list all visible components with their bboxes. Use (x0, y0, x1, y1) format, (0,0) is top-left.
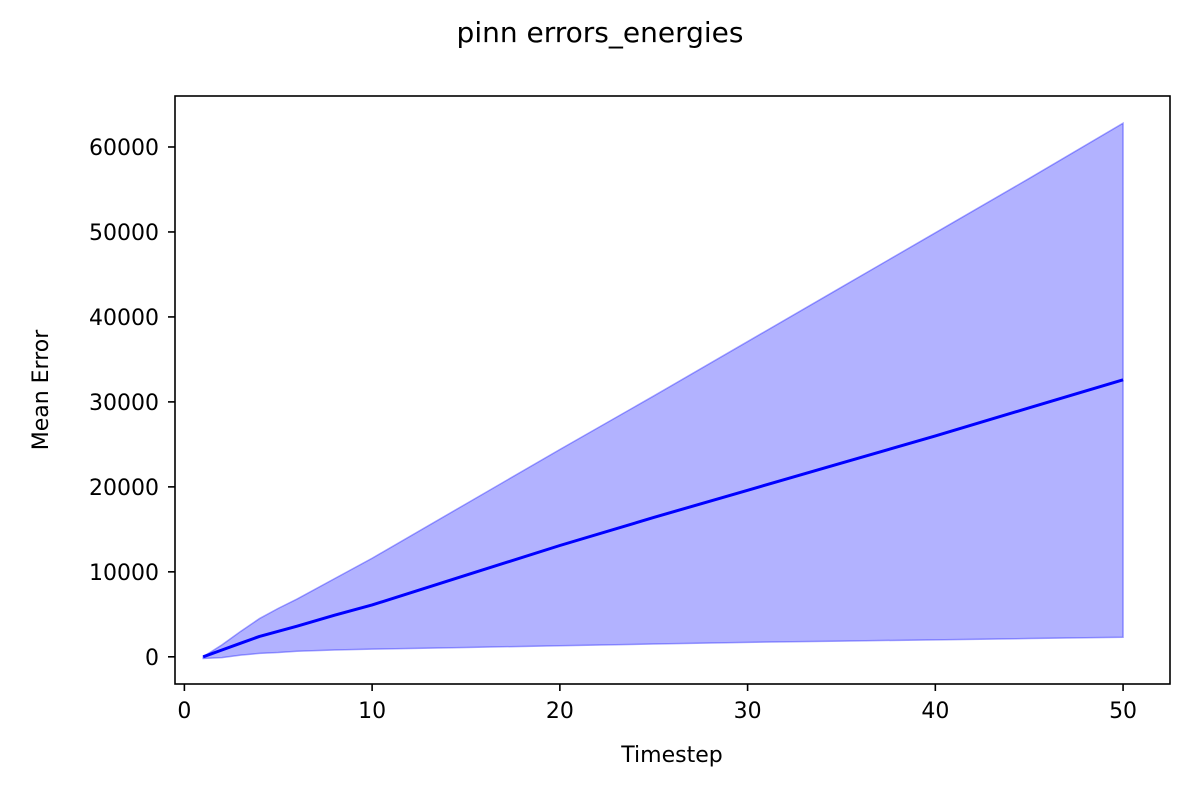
plot-frame (174, 95, 1171, 685)
x-axis: 0 10 20 30 40 50 (177, 684, 1137, 724)
chart-title: pinn errors_energies (457, 16, 744, 49)
x-tick-label: 10 (358, 699, 386, 724)
error-band (202, 121, 1124, 660)
x-tick-label: 40 (921, 699, 949, 724)
y-tick-label: 0 (145, 646, 159, 671)
x-tick-label: 30 (734, 699, 762, 724)
plot-area (202, 121, 1124, 660)
x-tick-label: 20 (546, 699, 574, 724)
y-axis: 0 10000 20000 30000 40000 50000 60000 (89, 136, 175, 671)
x-tick-label: 0 (177, 699, 191, 724)
y-tick-label: 20000 (89, 476, 159, 501)
y-axis-label: Mean Error (29, 329, 54, 451)
y-tick-label: 40000 (89, 306, 159, 331)
mean-error-line (202, 378, 1124, 659)
y-tick-label: 10000 (89, 561, 159, 586)
y-tick-label: 60000 (89, 136, 159, 161)
x-axis-label: Timestep (620, 743, 722, 768)
y-tick-label: 30000 (89, 391, 159, 416)
x-tick-label: 50 (1109, 699, 1137, 724)
y-tick-label: 50000 (89, 221, 159, 246)
